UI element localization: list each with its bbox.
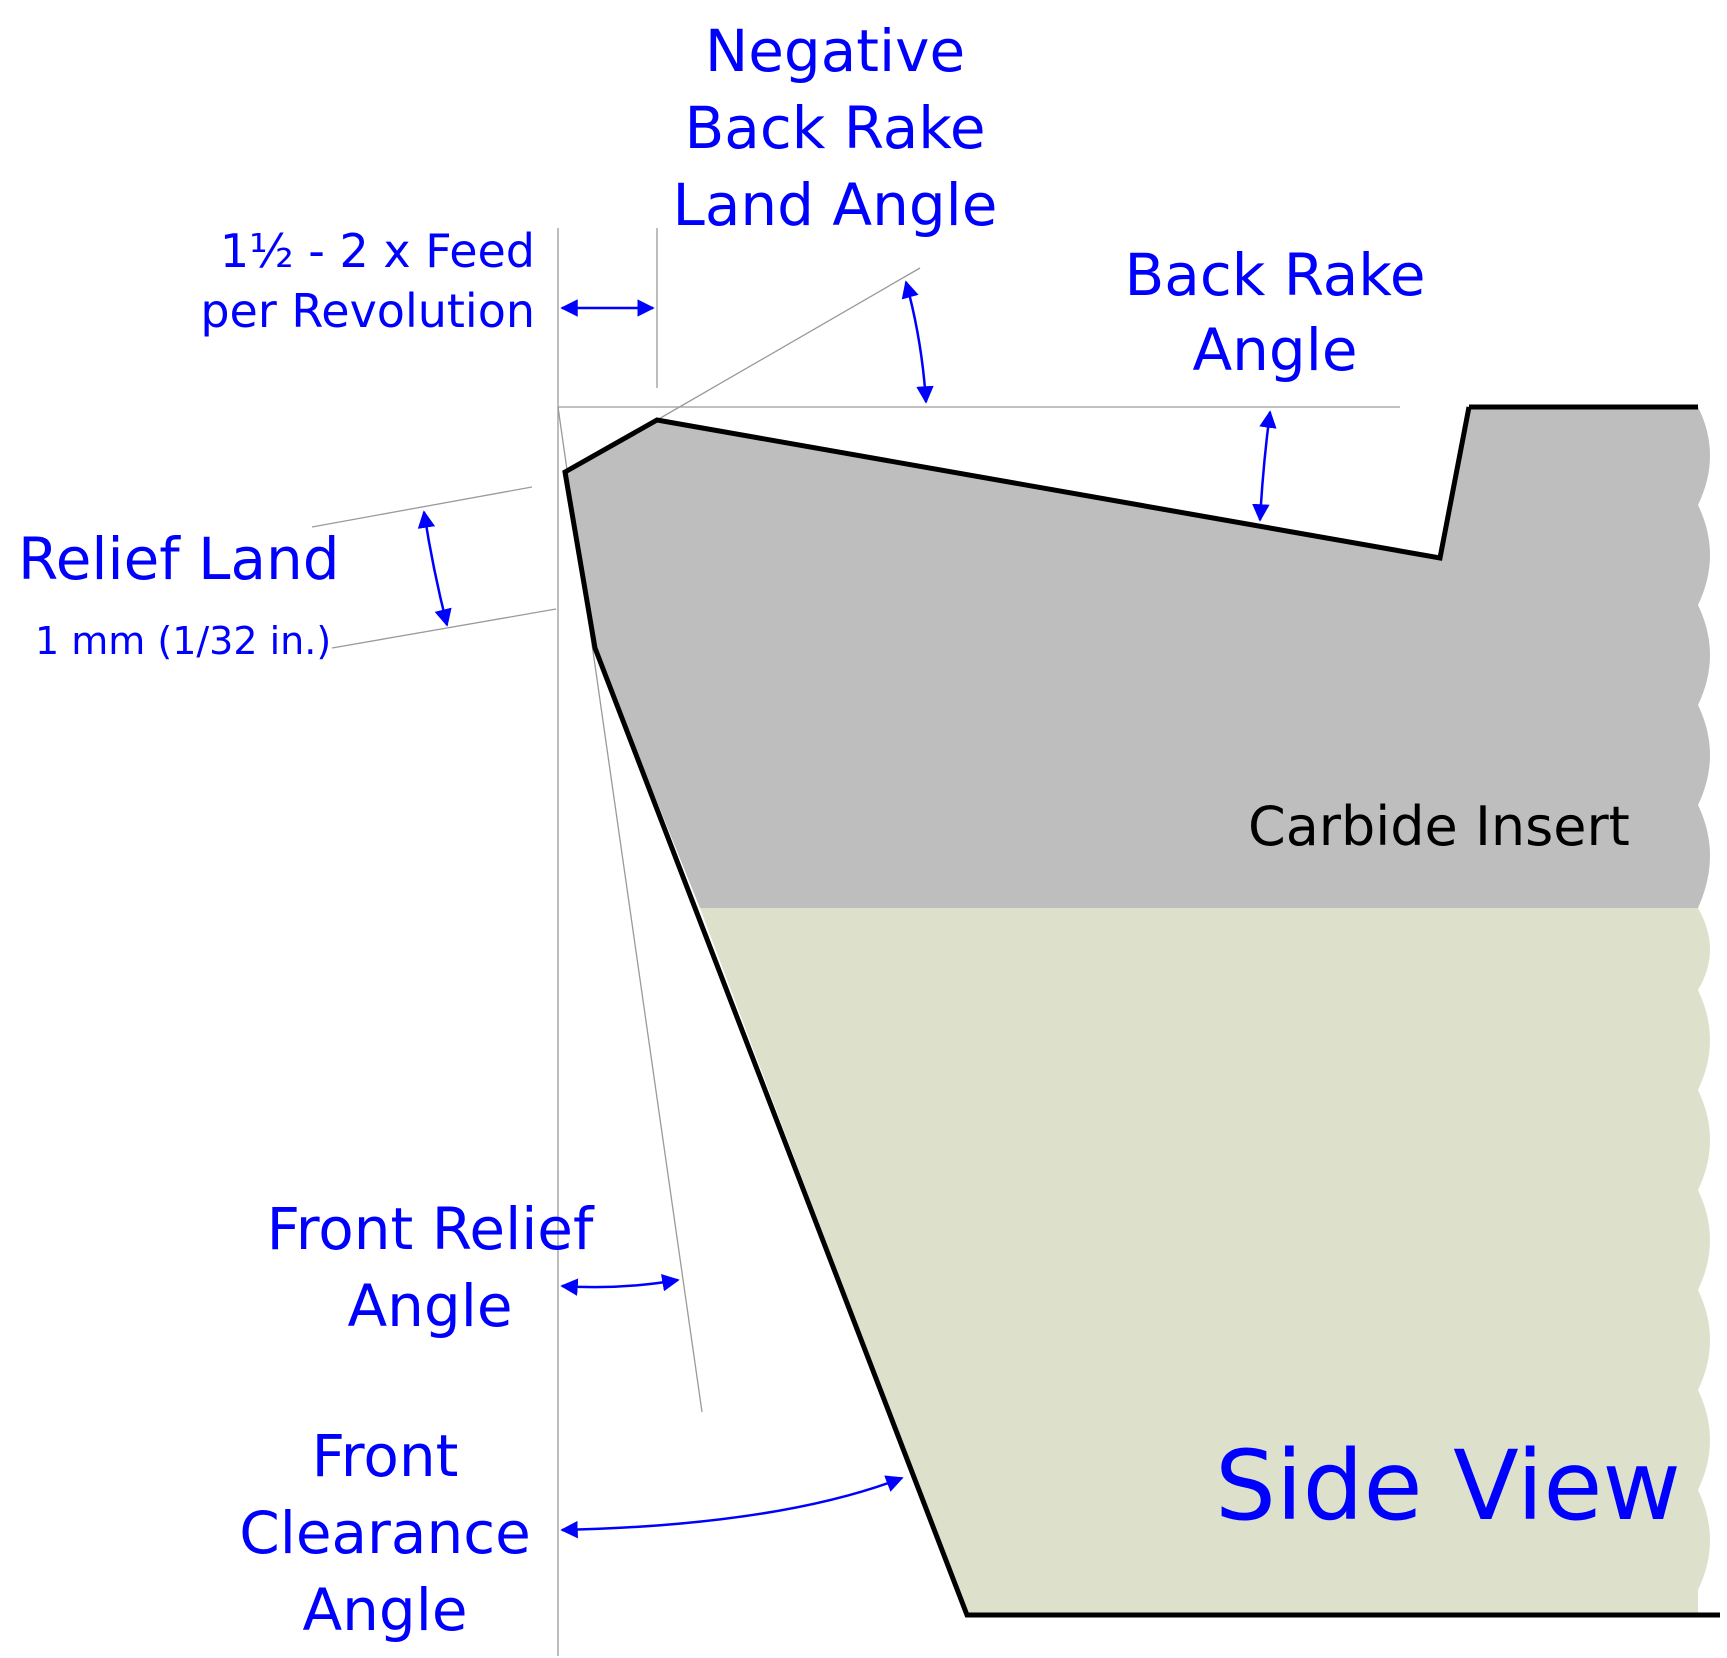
front-clearance-angle-label: Front Clearance Angle bbox=[225, 1427, 545, 1658]
feed-label-line-2: per Revolution bbox=[200, 284, 535, 338]
dimension-arrows bbox=[417, 280, 1277, 1539]
relief-land-label: Relief Land bbox=[18, 525, 340, 593]
tool-holder-body bbox=[700, 908, 1710, 1615]
feed-per-revolution-label: 1½ - 2 x Feed per Revolution bbox=[180, 228, 535, 348]
negative-back-rake-land-angle-line-1: Negative bbox=[704, 17, 966, 85]
front-relief-angle-line-1: Front Relief bbox=[266, 1195, 594, 1263]
carbide-insert-label: Carbide Insert bbox=[1248, 795, 1630, 858]
feed-label-line-1: 1½ - 2 x Feed bbox=[219, 224, 535, 278]
front-relief-angle-arrow bbox=[560, 1274, 680, 1296]
relief-land-arrow bbox=[417, 510, 452, 627]
front-clearance-angle-line-1: Front bbox=[311, 1422, 459, 1490]
front-relief-angle-line-2: Angle bbox=[347, 1272, 513, 1340]
back-rake-angle-line-1: Back Rake bbox=[1124, 241, 1426, 309]
tool-outline bbox=[562, 404, 1720, 1618]
back-rake-angle-label: Back Rake Angle bbox=[1095, 246, 1455, 396]
relief-land-lower-line bbox=[331, 608, 557, 649]
guide-lines bbox=[311, 228, 1400, 1656]
negative-land-extension-line bbox=[656, 267, 921, 421]
back-rake-angle-arrow bbox=[1252, 410, 1277, 522]
tool-profile-outline bbox=[562, 406, 1720, 1618]
back-rake-angle-line-2: Angle bbox=[1192, 316, 1358, 384]
carbide-insert-body bbox=[565, 407, 1710, 908]
front-relief-angle-label: Front Relief Angle bbox=[250, 1200, 610, 1354]
negative-land-angle-arrow bbox=[901, 280, 934, 404]
front-clearance-angle-line-3: Angle bbox=[302, 1576, 468, 1644]
front-clearance-angle-arrow bbox=[560, 1475, 904, 1539]
negative-back-rake-land-angle-line-3: Land Angle bbox=[672, 171, 998, 239]
relief-land-dimension-label: 1 mm (1/32 in.) bbox=[35, 619, 332, 663]
relief-land-upper-line bbox=[311, 486, 533, 528]
negative-back-rake-land-angle-line-2: Back Rake bbox=[684, 94, 986, 162]
front-clearance-angle-line-2: Clearance bbox=[239, 1499, 531, 1567]
negative-back-rake-land-angle-label: Negative Back Rake Land Angle bbox=[640, 22, 1030, 253]
side-view-label: Side View bbox=[1215, 1430, 1681, 1542]
